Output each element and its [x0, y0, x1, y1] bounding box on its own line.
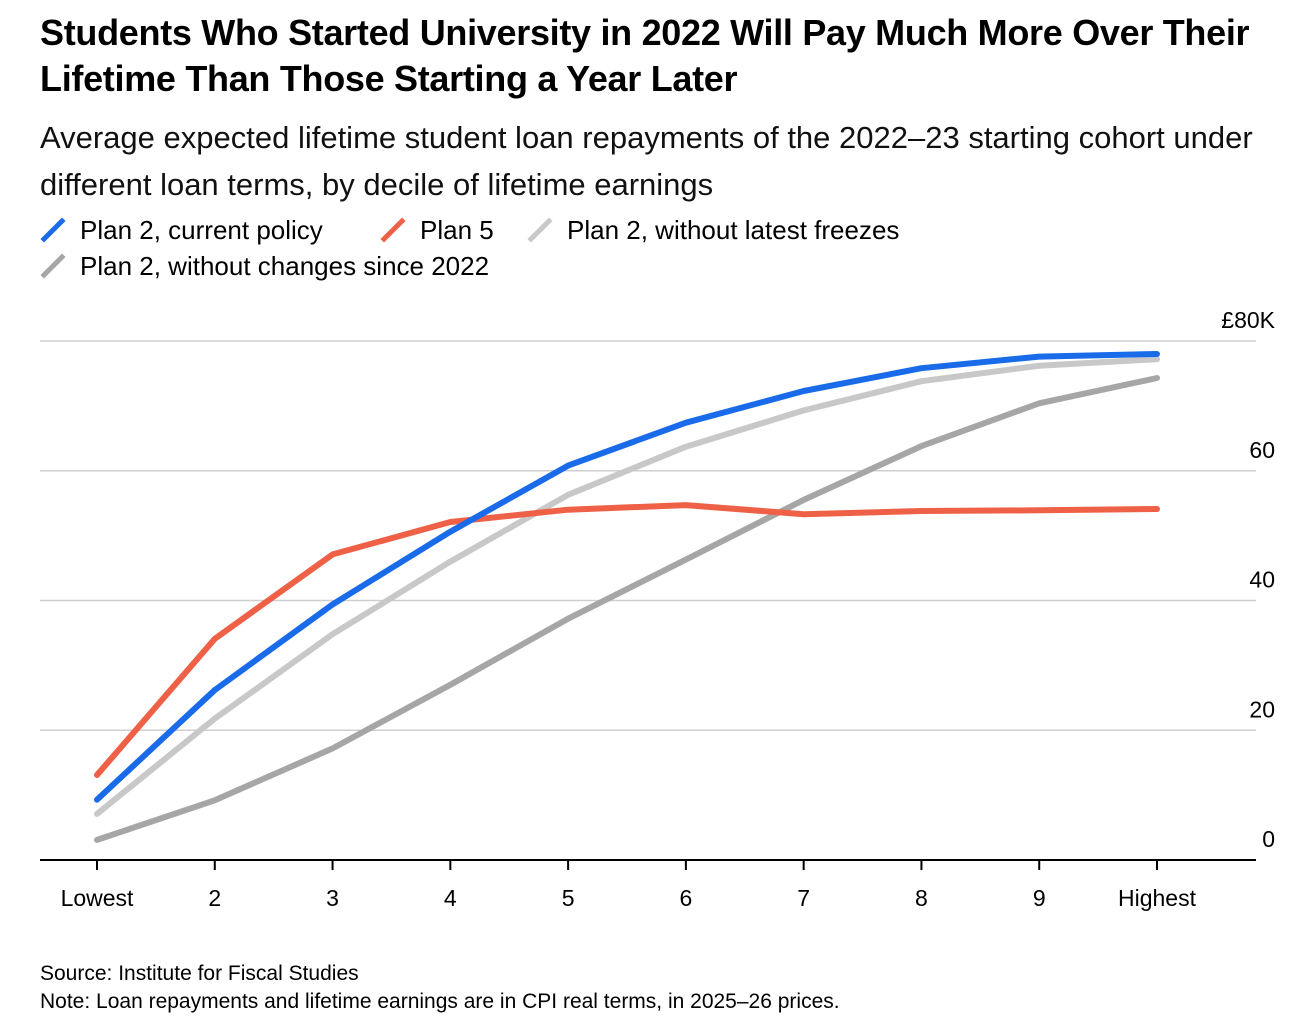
chart-subtitle: Average expected lifetime student loan r…: [40, 120, 1253, 202]
series-line-plan-5: [94, 502, 1160, 778]
series-line-plan-2-without-changes-since-2022: [94, 375, 1160, 843]
y-tick-label-80: £80K: [1221, 307, 1275, 333]
x-tick-label-1: Lowest: [61, 885, 134, 911]
y-tick-label-60: 60: [1249, 437, 1275, 463]
footer: Source: Institute for Fiscal Studies Not…: [40, 960, 840, 1016]
x-tick-label-3: 3: [326, 885, 339, 911]
series-line-plan-2-current-policy: [94, 351, 1160, 803]
x-tick-label-6: 6: [679, 885, 692, 911]
x-tick-label-7: 7: [797, 885, 810, 911]
legend-label-plan2-no-changes: Plan 2, without changes since 2022: [80, 251, 490, 281]
y-tick-label-0: 0: [1262, 826, 1275, 852]
x-tick-label-2: 2: [208, 885, 221, 911]
legend-item-plan2-no-freezes: Plan 2, without latest freezes: [527, 212, 899, 248]
legend-swatch-plan2-no-changes: [40, 253, 66, 279]
y-tick-label-40: 40: [1249, 567, 1275, 593]
legend-item-plan5: Plan 5: [380, 212, 494, 248]
x-tick-label-5: 5: [562, 885, 575, 911]
legend-swatch-plan2-current: [40, 217, 66, 243]
legend-swatch-plan2-no-freezes: [527, 217, 553, 243]
source-note: Source: Institute for Fiscal Studies: [40, 962, 359, 985]
legend-label-plan2-current: Plan 2, current policy: [80, 215, 323, 245]
x-tick-label-9: 9: [1033, 885, 1046, 911]
legend-item-plan2-current: Plan 2, current policy: [40, 212, 323, 248]
legend-swatch-plan5: [380, 217, 406, 243]
legend-item-plan2-no-changes: Plan 2, without changes since 2022: [40, 248, 489, 284]
legend-label-plan5: Plan 5: [420, 215, 494, 245]
x-tick-label-10: Highest: [1118, 885, 1197, 911]
chart-title: Students Who Started University in 2022 …: [40, 12, 1250, 99]
legend-label-plan2-no-freezes: Plan 2, without latest freezes: [567, 215, 900, 245]
line-chart: 0 20 40 60 £80K Lowest 2 3 4 5 6 7 8 9 Highest: [40, 307, 1276, 911]
y-tick-label-20: 20: [1249, 696, 1275, 722]
methodology-note: Note: Loan repayments and lifetime earni…: [40, 990, 840, 1013]
x-tick-label-4: 4: [444, 885, 457, 911]
x-tick-label-8: 8: [915, 885, 928, 911]
series-line-plan-2-without-latest-freezes: [94, 356, 1160, 817]
